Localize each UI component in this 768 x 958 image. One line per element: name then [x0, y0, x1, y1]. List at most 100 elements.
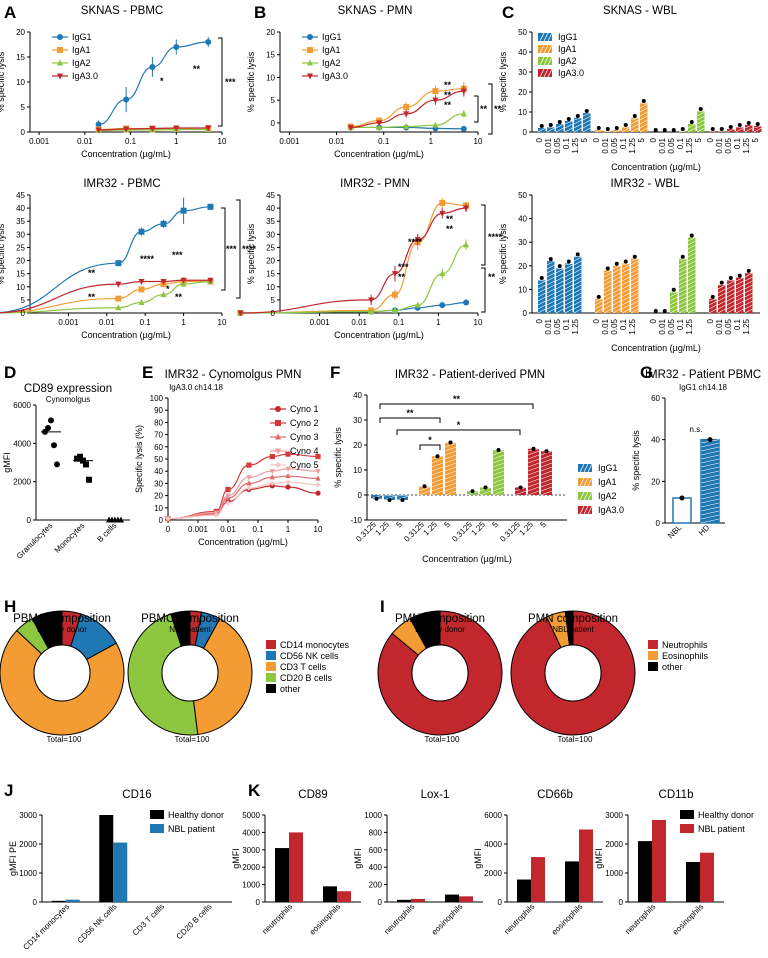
chart-g: NBL HD	[662, 397, 725, 540]
bar	[459, 896, 473, 902]
y-tick-label: 1000	[364, 811, 382, 820]
series-cyno-4	[165, 466, 321, 522]
y-tick-label: 1000	[605, 869, 623, 878]
bar-hatch	[669, 291, 678, 294]
data-point	[671, 128, 676, 132]
bar	[323, 886, 337, 902]
legend-hatch	[579, 463, 585, 473]
bar-hatch	[700, 510, 720, 516]
y-tick-label: 5000	[242, 811, 260, 820]
y-tick-label: 0	[21, 128, 26, 137]
y-tick-label: 40	[154, 467, 163, 476]
data-point	[165, 516, 171, 522]
bar-hatch	[735, 304, 744, 310]
x-tick-label: 0	[535, 318, 544, 323]
y-tick-label: 3000	[605, 811, 623, 820]
significance-label: ***	[226, 244, 237, 254]
bar-hatch	[573, 304, 582, 310]
bar-hatch	[573, 288, 582, 294]
y-tick-label: 20	[154, 492, 163, 501]
bar-hatch	[669, 292, 678, 298]
data-point	[680, 127, 685, 131]
panel-label-h: H	[4, 597, 16, 616]
y-axis-label: Specific lysis (%)	[134, 425, 144, 493]
chart-title: SKNAS - PMN	[338, 5, 413, 17]
bar-hatch	[700, 466, 720, 472]
bar-hatch	[669, 308, 678, 314]
bar-hatch	[546, 308, 555, 314]
bar-hatch	[717, 304, 726, 310]
significance-bracket	[481, 267, 486, 313]
bar-hatch	[639, 107, 648, 113]
bar-hatch	[630, 296, 639, 302]
bar	[709, 298, 717, 313]
bar-hatch	[418, 490, 431, 496]
y-axis-label: % specific lysis	[333, 427, 343, 488]
y-tick-label: 10	[154, 504, 163, 513]
data-point	[439, 302, 446, 309]
series-iga3-0	[95, 125, 212, 134]
bar	[517, 879, 531, 902]
data-point	[403, 104, 410, 110]
bar-hatch	[564, 263, 573, 266]
data-point	[48, 417, 54, 424]
data-point	[728, 275, 733, 280]
bar-hatch	[479, 490, 492, 496]
chart-a1: ******	[27, 31, 236, 135]
legend-label: IgG1	[598, 463, 618, 473]
bar	[736, 127, 744, 132]
data-point	[557, 120, 562, 124]
bar-hatch	[696, 127, 705, 133]
chart-title: IMR32 - Patient PBMC	[645, 369, 761, 381]
data-point	[596, 294, 601, 299]
bar-hatch	[717, 292, 726, 298]
chart-k1: neutrophils eosinophils	[260, 814, 361, 937]
chart-title: IMR32 - Cynomolgus PMN	[165, 369, 302, 381]
x-tick-label: 0.1	[378, 137, 390, 146]
significance-bracket	[221, 207, 226, 291]
x-tick-label: 0	[706, 137, 715, 142]
bar	[515, 487, 526, 495]
bar-hatch	[603, 280, 612, 286]
data-point	[173, 44, 180, 50]
legend-label: IgA2	[558, 56, 577, 66]
x-tick-label: 10	[218, 137, 227, 146]
bar-hatch	[700, 478, 720, 484]
bar-hatch	[678, 296, 687, 302]
y-tick-label: 20	[518, 262, 527, 271]
data-point	[566, 117, 571, 121]
x-tick-label: 10	[474, 318, 483, 327]
y-axis-label: % specific lysis	[498, 51, 508, 112]
data-point	[285, 466, 291, 472]
bar-hatch	[630, 308, 639, 314]
panel-label-i: I	[380, 597, 385, 616]
data-point	[83, 461, 89, 468]
panel-label-j: J	[4, 781, 13, 800]
legend-label: IgA2	[322, 58, 341, 68]
bar-hatch	[744, 292, 753, 298]
bar-hatch	[431, 458, 444, 464]
bar	[622, 127, 630, 132]
x-tick-label: eosinophils	[550, 902, 585, 937]
data-point	[285, 472, 291, 479]
data-point	[391, 271, 398, 278]
bar	[565, 861, 579, 902]
bar-hatch	[630, 292, 639, 298]
bar-hatch	[603, 304, 612, 310]
bar-hatch	[555, 276, 564, 282]
bar-hatch	[735, 288, 744, 294]
y-tick-label: 100	[150, 394, 164, 403]
bar-hatch	[630, 260, 639, 266]
chart-title: SKNAS - PBMC	[81, 5, 163, 17]
data-point	[432, 97, 439, 104]
data-point	[180, 277, 187, 284]
legend-marker	[275, 448, 281, 455]
bar-hatch	[678, 292, 687, 298]
legend-hatch	[587, 477, 593, 487]
y-tick-label: 0	[159, 516, 164, 525]
data-point	[315, 453, 321, 460]
bar-hatch	[630, 288, 639, 294]
data-point	[496, 448, 501, 452]
